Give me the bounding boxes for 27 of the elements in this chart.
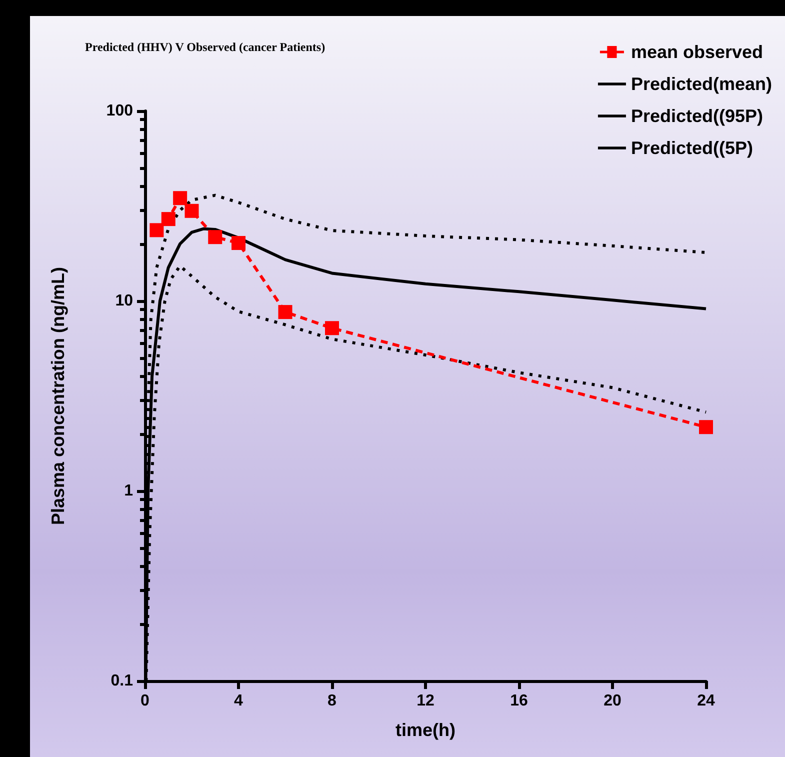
y-axis-title: Plasma concentration (ng/mL) — [48, 266, 68, 526]
legend-label: mean observed — [630, 42, 764, 62]
x-tick-label: 16 — [510, 692, 528, 710]
legend-label: Predicted((95P) — [630, 106, 764, 126]
x-axis-title: time(h) — [396, 720, 456, 740]
point — [150, 223, 164, 238]
y-tick-label: 1 — [124, 482, 134, 500]
point — [184, 204, 199, 218]
chart-title: Predicted (HHV) V Observed (cancer Patients) — [85, 40, 326, 54]
x-tick-label: 12 — [416, 692, 434, 710]
x-tick-label: 8 — [328, 692, 337, 710]
legend-label: Predicted(mean) — [630, 74, 772, 94]
y-tick-label: 10 — [115, 292, 134, 310]
x-tick-label: 24 — [697, 692, 715, 710]
point — [173, 191, 188, 206]
point — [161, 212, 176, 226]
y-tick-label: 100 — [106, 102, 134, 120]
point — [325, 321, 339, 336]
point — [208, 230, 222, 244]
point — [278, 305, 292, 320]
x-tick-label: 4 — [234, 692, 244, 710]
point — [232, 236, 246, 250]
x-tick-label: 0 — [140, 692, 150, 710]
point — [699, 420, 713, 434]
x-tick-label: 20 — [604, 692, 622, 710]
y-tick-label: 0.1 — [110, 672, 134, 690]
legend-label: Predicted((5P) — [630, 138, 753, 158]
